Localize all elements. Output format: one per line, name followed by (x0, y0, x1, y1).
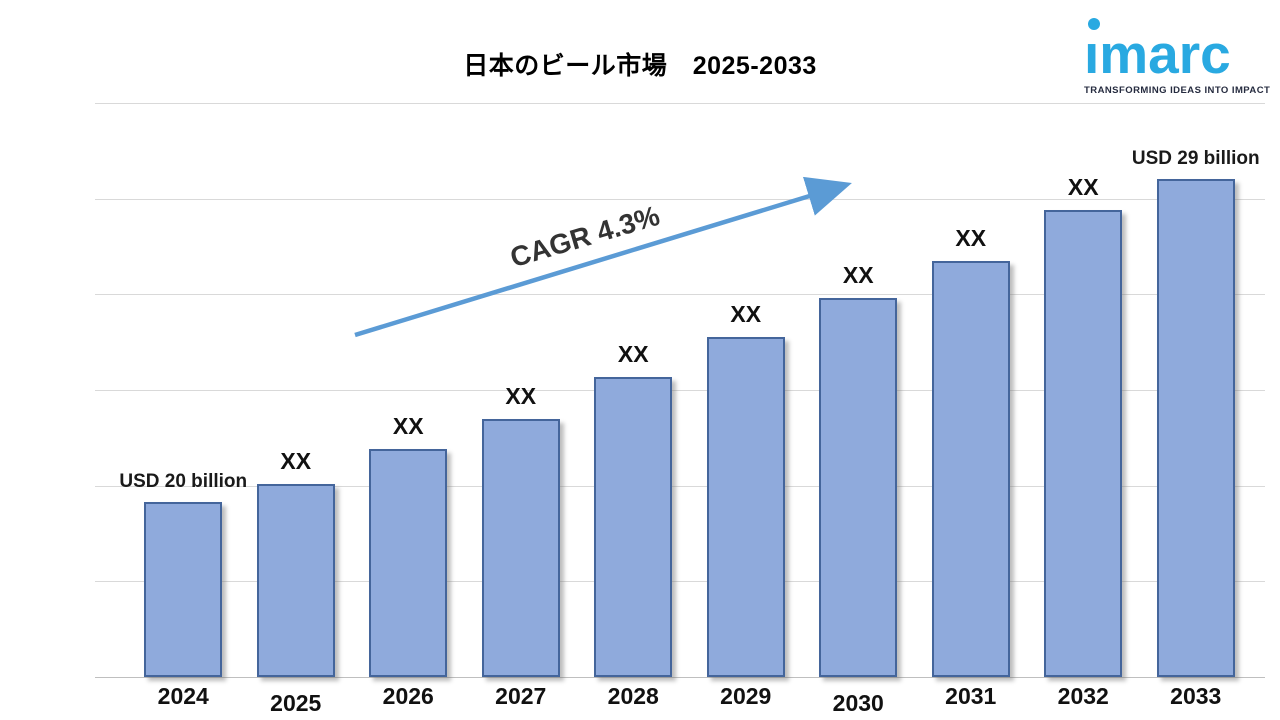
x-axis-label-2025: 2025 (270, 690, 322, 716)
logo-brand-text: ımarc (1084, 23, 1231, 85)
plot-area: CAGR 4.3% USD 20 billion XX XX XX XX XX XX XX XX… (95, 103, 1265, 720)
bar-column-2032: XX (1027, 174, 1140, 677)
bar-value-label-2025: XX (280, 448, 312, 474)
x-axis-label-2029: 2029 (720, 683, 772, 709)
bar-column-2024: USD 20 billion (119, 471, 247, 677)
gridline (95, 294, 1265, 296)
x-axis-label-2030: 2030 (832, 690, 884, 716)
bar-value-label-2026: XX (392, 413, 424, 439)
bar-column-2030: XX (802, 262, 915, 677)
bars-row: USD 20 billion XX XX XX XX XX XX XX XX USD 29 bil… (119, 103, 1260, 677)
bar-column-2029: XX (690, 301, 803, 677)
x-axis-label-2033: 2033 (1170, 683, 1222, 709)
bar-2030 (819, 298, 898, 677)
bar-2025 (256, 484, 335, 677)
bar-value-label-2032: XX (1067, 174, 1099, 200)
x-axis-label-2024: 2024 (157, 683, 209, 709)
x-axis-row: 2024 2025 2026 2027 2028 2029 2030 2031 2032 2033 (127, 683, 1252, 717)
bar-column-2025: XX (240, 448, 353, 677)
x-axis-label-2026: 2026 (382, 683, 434, 709)
x-axis-label-2031: 2031 (945, 683, 997, 709)
gridline (95, 103, 1265, 104)
gridline (95, 198, 1265, 200)
bar-2032 (1044, 210, 1123, 677)
bar-value-label-2031: XX (955, 225, 987, 251)
logo-dot-icon (1088, 18, 1100, 30)
imarc-logo: ımarc TRANSFORMING IDEAS INTO IMPACT (1084, 14, 1271, 97)
bar-column-2033: USD 29 billion (1132, 148, 1260, 677)
bar-column-2027: XX (465, 383, 578, 677)
chart-title: 日本のビール市場 2025-2033 (463, 52, 817, 80)
bar-value-label-2027: XX (505, 383, 537, 409)
bar-2029 (706, 337, 785, 677)
gridline (95, 581, 1265, 583)
bar-value-label-2033: USD 29 billion (1131, 148, 1260, 169)
bar-2028 (594, 377, 673, 677)
bar-column-2026: XX (352, 413, 465, 677)
bar-value-label-2030: XX (842, 262, 874, 288)
x-axis-label-2032: 2032 (1057, 683, 1109, 709)
bar-2024 (144, 502, 223, 677)
bar-column-2028: XX (577, 341, 690, 677)
bar-value-label-2028: XX (617, 341, 649, 367)
bar-column-2031: XX (915, 225, 1028, 677)
x-axis-label-2028: 2028 (607, 683, 659, 709)
trend-arrow-icon (354, 176, 852, 338)
logo-tagline: TRANSFORMING IDEAS INTO IMPACT (1084, 85, 1271, 97)
gridline (95, 390, 1265, 391)
bar-value-label-2029: XX (730, 301, 762, 327)
x-axis-label-2027: 2027 (495, 683, 547, 709)
bar-2027 (481, 419, 560, 677)
bar-2031 (931, 261, 1010, 677)
bar-2026 (369, 449, 448, 677)
x-axis-line (95, 677, 1265, 678)
bar-value-label-2024: USD 20 billion (119, 471, 248, 492)
gridline (95, 485, 1265, 487)
bar-2033 (1156, 179, 1235, 677)
